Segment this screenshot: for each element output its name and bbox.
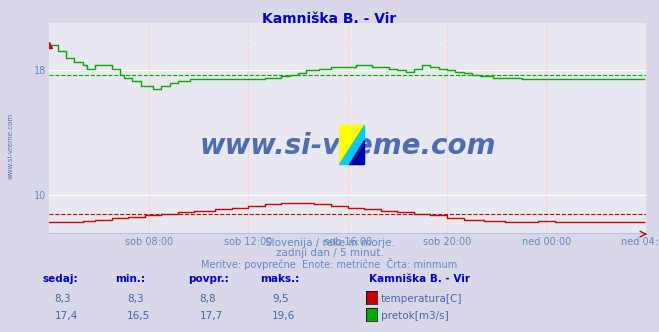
Text: zadnji dan / 5 minut.: zadnji dan / 5 minut. (275, 248, 384, 258)
Text: 8,3: 8,3 (127, 294, 144, 304)
Polygon shape (339, 125, 364, 164)
Text: 9,5: 9,5 (272, 294, 289, 304)
Text: 17,7: 17,7 (200, 311, 223, 321)
Text: www.si-vreme.com: www.si-vreme.com (8, 113, 14, 179)
Text: pretok[m3/s]: pretok[m3/s] (381, 311, 449, 321)
Text: 8,3: 8,3 (55, 294, 71, 304)
Text: 19,6: 19,6 (272, 311, 295, 321)
Text: www.si-vreme.com: www.si-vreme.com (200, 131, 496, 159)
Text: temperatura[C]: temperatura[C] (381, 294, 463, 304)
Polygon shape (339, 125, 364, 164)
Text: Kamniška B. - Vir: Kamniška B. - Vir (262, 12, 397, 26)
Text: Meritve: povprečne  Enote: metrične  Črta: minmum: Meritve: povprečne Enote: metrične Črta:… (202, 258, 457, 270)
Text: 16,5: 16,5 (127, 311, 150, 321)
Text: 8,8: 8,8 (200, 294, 216, 304)
Polygon shape (349, 140, 364, 164)
Text: maks.:: maks.: (260, 274, 300, 284)
Text: 17,4: 17,4 (55, 311, 78, 321)
Text: Kamniška B. - Vir: Kamniška B. - Vir (369, 274, 470, 284)
Text: min.:: min.: (115, 274, 146, 284)
Text: Slovenija / reke in morje.: Slovenija / reke in morje. (264, 238, 395, 248)
Text: povpr.:: povpr.: (188, 274, 229, 284)
Text: sedaj:: sedaj: (43, 274, 78, 284)
